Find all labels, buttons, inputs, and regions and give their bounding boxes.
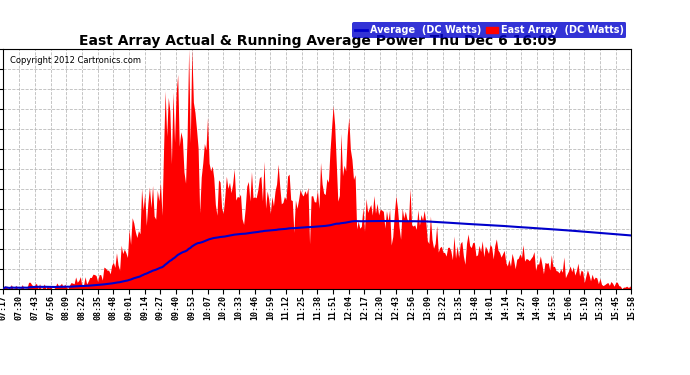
Title: East Array Actual & Running Average Power Thu Dec 6 16:09: East Array Actual & Running Average Powe… bbox=[79, 34, 556, 48]
Legend: Average  (DC Watts), East Array  (DC Watts): Average (DC Watts), East Array (DC Watts… bbox=[353, 22, 627, 38]
Text: Copyright 2012 Cartronics.com: Copyright 2012 Cartronics.com bbox=[10, 56, 141, 65]
